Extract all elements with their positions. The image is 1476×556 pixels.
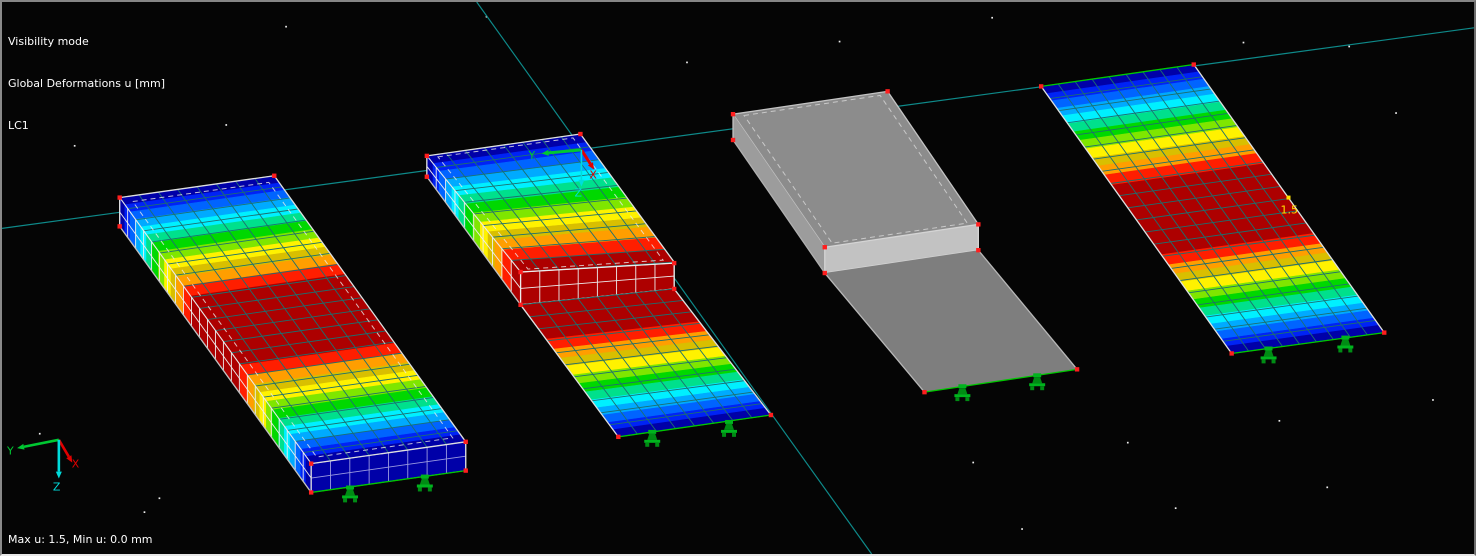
svg-text:Y: Y — [528, 149, 536, 162]
nodal-support-glyph — [1029, 373, 1046, 391]
corner-nodes — [1038, 62, 1387, 356]
nodal-support-glyph — [1337, 335, 1354, 353]
result-type-label: Global Deformations u [mm] — [8, 77, 165, 90]
svg-text:X: X — [589, 169, 597, 182]
model-gray-reference-slab[interactable] — [730, 89, 1080, 402]
nodal-support-glyph — [342, 485, 359, 503]
svg-text:Z: Z — [53, 480, 61, 493]
model-solid-plate-hybrid-slab[interactable] — [424, 131, 774, 447]
svg-text:Y: Y — [6, 445, 14, 458]
nodal-support-glyph — [644, 429, 661, 447]
max-value-label: 1.5 — [1281, 203, 1298, 216]
max-deformation-marker: 1.5 — [1281, 195, 1298, 216]
global-origin-axis-triad: Y XZ — [528, 148, 597, 200]
corner-nodes — [730, 89, 1080, 395]
background-stars — [38, 15, 1434, 530]
view-mode-label: Visibility mode — [8, 35, 89, 48]
nodal-support-glyph — [1260, 346, 1277, 364]
nodal-support-glyph — [954, 384, 971, 402]
load-case-label: LC1 — [8, 119, 29, 132]
nodal-support-glyph — [721, 419, 738, 437]
model-solid-slab[interactable] — [117, 173, 468, 503]
nodal-support-glyph — [416, 474, 433, 492]
corner-nodes — [424, 131, 774, 440]
svg-text:Z: Z — [574, 187, 582, 200]
model-plate-slab[interactable] — [1038, 62, 1387, 364]
view-info-overlay: Visibility mode Global Deformations u [m… — [8, 7, 165, 161]
svg-text:X: X — [72, 458, 80, 471]
viewport-axis-triad: Y XZ — [6, 438, 80, 493]
status-bar-text: Max u: 1.5, Min u: 0.0 mm — [8, 533, 153, 546]
corner-nodes — [117, 173, 468, 495]
